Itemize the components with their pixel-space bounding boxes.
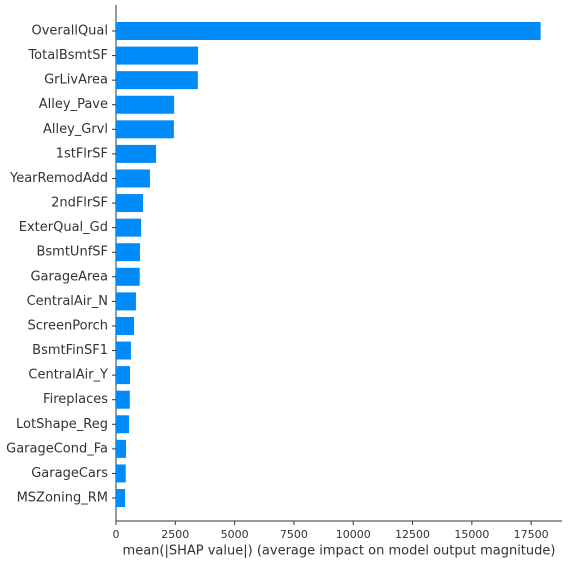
bar [116,22,541,40]
bar [116,95,175,114]
x-tick-label: 10000 [336,528,371,541]
y-tick-label: GarageArea [30,269,108,284]
bar [116,316,135,335]
bar [116,267,140,286]
x-tick-label: 7500 [280,528,308,541]
x-tick-label: 17500 [514,528,549,541]
y-tick-label: ScreenPorch [28,318,108,333]
y-tick-label: Fireplaces [43,392,108,407]
y-tick-label: 1stFlrSF [56,146,108,161]
x-tick-label: 2500 [161,528,189,541]
bar [116,439,126,458]
bar [116,390,130,409]
y-tick-label: CentralAir_Y [28,368,108,383]
x-tick-label: 15000 [454,528,489,541]
bar [116,415,130,434]
y-tick-label: BsmtUnfSF [36,245,108,260]
y-tick-label: GarageCond_Fa [6,441,108,456]
y-tick-label: GrLivArea [44,73,108,88]
bar [116,464,126,483]
y-tick-label: LotShape_Reg [16,417,108,432]
y-tick-label: CentralAir_N [27,294,108,309]
bar [116,292,136,311]
y-tick-label: 2ndFlrSF [51,196,108,211]
y-tick-label: GarageCars [31,466,108,481]
bar [116,341,131,360]
y-tick-label: YearRemodAdd [9,171,108,186]
y-tick-label: Alley_Grvl [43,122,108,137]
x-tick-label: 0 [113,528,120,541]
bar [116,218,142,237]
y-tick-label: BsmtFinSF1 [32,343,108,358]
x-axis-label: mean(|SHAP value|) (average impact on mo… [123,544,556,559]
y-tick-label: ExterQual_Gd [19,220,108,235]
bar [116,366,130,385]
bar [116,46,199,65]
bar [116,489,126,508]
bar [116,120,174,139]
y-tick-label: TotalBsmtSF [27,48,108,63]
y-tick-label: Alley_Pave [39,97,108,112]
bar [116,169,150,188]
bar [116,144,157,163]
bar [116,194,144,213]
bar [116,71,198,90]
y-tick-label: OverallQual [31,24,108,39]
x-tick-label: 12500 [395,528,430,541]
x-tick-label: 5000 [221,528,249,541]
bar [116,243,140,262]
y-tick-label: MSZoning_RM [17,491,108,506]
